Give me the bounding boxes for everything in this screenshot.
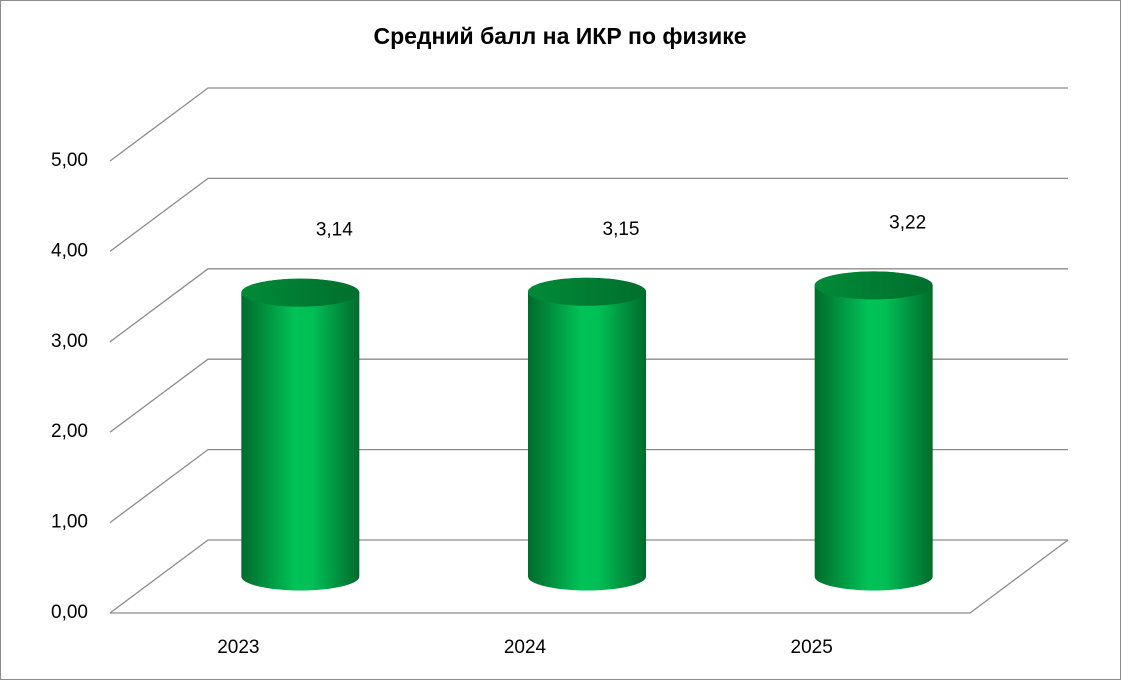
y-tick-label: 5,00 [51, 150, 88, 171]
x-tick-label: 2024 [504, 637, 547, 658]
bar-top [814, 271, 933, 300]
grid-line [109, 177, 1068, 252]
grid-line [109, 87, 1068, 162]
bar-top [528, 277, 646, 306]
bar-top [241, 278, 360, 307]
value-label: 3,14 [316, 220, 353, 241]
floor [110, 539, 1069, 614]
x-tick-label: 2025 [791, 637, 833, 658]
grid-line [109, 539, 1068, 614]
grid-line [109, 268, 1068, 343]
value-label: 3,22 [889, 212, 926, 233]
value-label: 3,15 [603, 219, 640, 240]
y-tick-label: 4,00 [51, 240, 88, 261]
y-tick-label: 2,00 [51, 421, 88, 442]
y-tick-label: 3,00 [51, 331, 88, 352]
y-tick-label: 0,00 [51, 602, 88, 623]
y-tick-label: 1,00 [51, 512, 88, 533]
grid-line [109, 358, 1068, 433]
chart-title: Средний балл на ИКР по физике [373, 23, 746, 49]
bars [241, 271, 933, 591]
grid-line [109, 448, 1068, 524]
grid [109, 87, 1069, 614]
bar [528, 277, 646, 591]
bar [241, 278, 360, 591]
bar [814, 271, 933, 591]
x-tick-label: 2023 [217, 637, 259, 658]
